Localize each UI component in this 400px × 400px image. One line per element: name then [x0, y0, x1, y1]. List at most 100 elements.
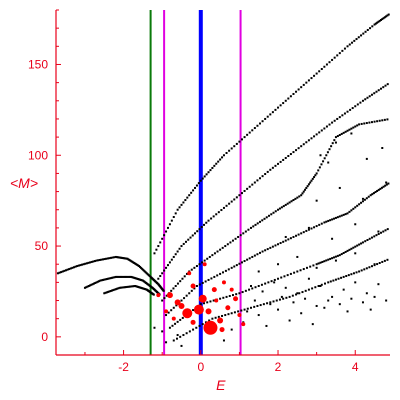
- curve-4-point: [228, 202, 231, 205]
- curve-0-point: [113, 256, 116, 259]
- curve-1-point: [122, 275, 125, 278]
- curve-6-point: [365, 197, 368, 200]
- curve-1-point: [107, 277, 110, 280]
- curve-6-point: [305, 229, 308, 232]
- curve-7-point: [340, 253, 343, 256]
- curve-1-point: [103, 278, 106, 281]
- red-clusters: [156, 262, 246, 335]
- curve-7-point: [280, 276, 283, 279]
- curve-5-point: [302, 190, 305, 193]
- curve-3-point: [386, 14, 389, 17]
- curve-3-point: [348, 43, 351, 46]
- curve-3-point: [199, 179, 202, 182]
- curve-4-point: [302, 143, 305, 146]
- curve-8-point: [278, 298, 281, 301]
- curve-8-point: [233, 311, 236, 314]
- curve-8-point: [358, 270, 361, 273]
- curve-5-point: [323, 157, 326, 160]
- curve-6-point: [327, 219, 330, 222]
- curve-6-point: [185, 294, 188, 297]
- curve-2-point: [105, 291, 108, 294]
- curve-6-point: [323, 221, 326, 224]
- curve-4-point: [300, 145, 303, 148]
- red-cluster-point: [214, 298, 219, 303]
- curve-4-point: [266, 170, 269, 173]
- y-ticks: 0 50 100 150: [28, 9, 61, 344]
- curve-5-point: [198, 263, 201, 266]
- curve-1-point: [118, 275, 121, 278]
- scatter-point: [319, 285, 322, 287]
- curve-6-point: [230, 266, 233, 269]
- curve-4-point: [356, 103, 359, 106]
- scatter-point: [261, 290, 264, 293]
- red-cluster-point: [225, 305, 231, 311]
- curve-6-point: [167, 311, 170, 314]
- curve-8-point: [347, 274, 350, 277]
- curve-5-point: [334, 136, 337, 139]
- curve-3-point: [318, 70, 321, 73]
- curve-5-point: [234, 237, 237, 240]
- curve-3-point: [248, 131, 251, 134]
- curve-3-point: [153, 252, 156, 255]
- curve-6-point: [338, 215, 341, 218]
- curve-6-point: [235, 264, 238, 267]
- curve-6-point: [372, 192, 375, 195]
- curve-6-point: [354, 206, 357, 209]
- scatter-point: [269, 303, 272, 306]
- curve-4-point: [282, 158, 285, 161]
- curve-4-point: [198, 228, 201, 231]
- curve-0-point: [68, 268, 71, 271]
- curve-8-point: [192, 328, 195, 331]
- curve-1-point: [127, 275, 130, 278]
- curve-5-point: [237, 235, 240, 238]
- curve-6-point: [180, 299, 183, 302]
- curve-3-point: [369, 27, 372, 30]
- curve-0-point: [87, 261, 90, 264]
- curve-5-point: [318, 166, 321, 169]
- red-cluster-point: [241, 322, 246, 327]
- curve-8-point: [172, 339, 175, 342]
- curve-6-point: [320, 222, 323, 225]
- curve-4-point: [368, 95, 371, 98]
- red-cluster-point: [190, 319, 196, 325]
- curve-7-point: [342, 252, 345, 255]
- curve-4-point: [271, 166, 274, 169]
- curve-3-point: [346, 45, 349, 48]
- curve-2-point: [122, 286, 125, 289]
- curve-1-point: [86, 285, 89, 288]
- curve-7-point: [192, 309, 195, 312]
- curve-4-point: [325, 125, 328, 128]
- curve-2-point: [116, 287, 119, 290]
- curve-4-point: [182, 242, 185, 245]
- curve-8-point: [314, 286, 317, 289]
- curve-4-point: [240, 192, 243, 195]
- curve-6-point: [195, 285, 198, 287]
- curve-3-point: [215, 162, 218, 165]
- curve-2-point: [123, 286, 126, 289]
- curve-8-point: [355, 271, 358, 274]
- curve-1-point: [87, 285, 90, 287]
- curve-1-point: [119, 275, 122, 278]
- curve-4-point: [277, 162, 280, 165]
- curve-4-point: [336, 117, 339, 120]
- curve-1-point: [99, 279, 102, 282]
- curve-4-point: [163, 269, 166, 272]
- curve-0-point: [100, 258, 103, 261]
- curve-5-point: [333, 139, 336, 142]
- curve-7-point: [309, 265, 312, 268]
- scatter-point: [377, 283, 380, 286]
- curve-5-point: [292, 199, 295, 202]
- curve-5-point: [268, 214, 271, 217]
- curve-3-point: [159, 241, 162, 244]
- curve-3-point: [217, 160, 220, 163]
- curve-8-point: [175, 337, 178, 340]
- curve-7-point: [219, 297, 222, 300]
- curve-2-point: [109, 289, 112, 292]
- curve-6-point: [227, 268, 230, 271]
- curve-6-point: [344, 213, 347, 216]
- curve-6-point: [238, 262, 241, 265]
- curve-5-point: [352, 126, 355, 129]
- curve-6-point: [380, 186, 383, 189]
- curve-6-point: [287, 238, 290, 241]
